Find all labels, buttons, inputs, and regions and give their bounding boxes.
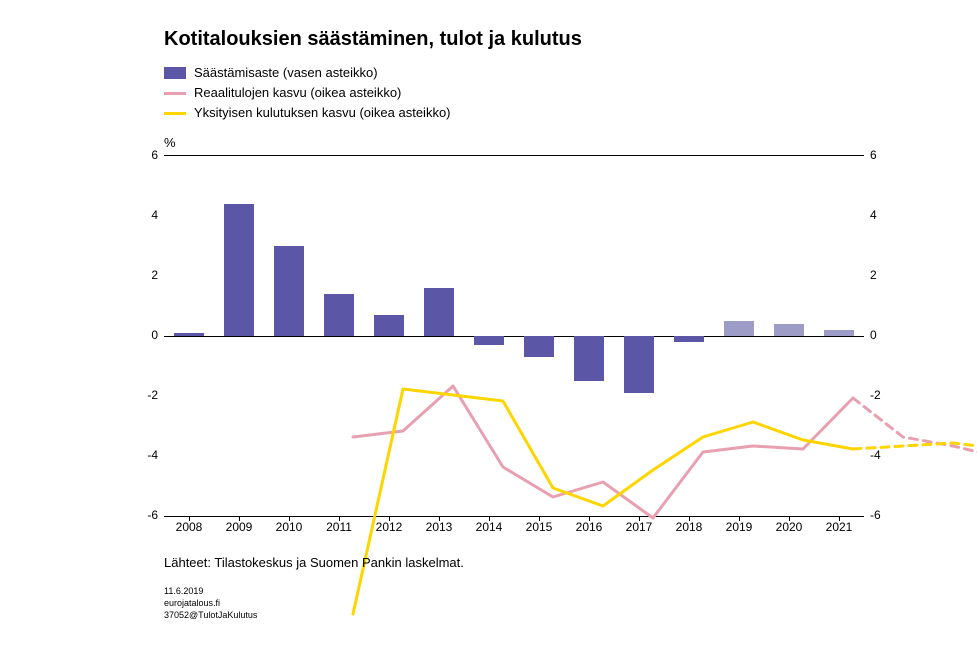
x-tick: 2018: [676, 520, 703, 534]
bar: [224, 204, 254, 336]
legend-item: Yksityisen kulutuksen kasvu (oikea astei…: [164, 103, 451, 123]
y-tick-right: -4: [870, 448, 881, 462]
plot-area: [164, 155, 864, 517]
x-tick: 2008: [176, 520, 203, 534]
x-tick: 2021: [826, 520, 853, 534]
footer-line: eurojatalous.fi: [164, 597, 257, 609]
legend-label: Reaalitulojen kasvu (oikea asteikko): [194, 83, 401, 103]
y-tick-left: 6: [151, 148, 158, 162]
y-tick-left: 0: [151, 328, 158, 342]
y-tick-right: 6: [870, 148, 877, 162]
x-tick: 2020: [776, 520, 803, 534]
bar: [424, 288, 454, 336]
legend-item: Säästämisaste (vasen asteikko): [164, 63, 451, 83]
footer: 11.6.2019eurojatalous.fi37052@TulotJaKul…: [164, 585, 257, 621]
bar: [474, 336, 504, 345]
bar: [674, 336, 704, 342]
chart-container: Kotitalouksien säästäminen, tulot ja kul…: [0, 0, 977, 638]
x-tick: 2010: [276, 520, 303, 534]
bar: [624, 336, 654, 393]
legend: Säästämisaste (vasen asteikko)Reaalitulo…: [164, 63, 451, 123]
zero-line: [164, 336, 864, 337]
legend-swatch: [164, 92, 186, 95]
x-tick: 2009: [226, 520, 253, 534]
y-tick-left: -4: [147, 448, 158, 462]
bar: [274, 246, 304, 336]
x-tick: 2015: [526, 520, 553, 534]
series-line: [353, 386, 853, 518]
x-tick: 2013: [426, 520, 453, 534]
y-tick-left: -2: [147, 388, 158, 402]
y-tick-right: 0: [870, 328, 877, 342]
bar: [824, 330, 854, 336]
bar: [574, 336, 604, 381]
bar: [324, 294, 354, 336]
y-axis-label: %: [164, 135, 176, 150]
footer-line: 37052@TulotJaKulutus: [164, 609, 257, 621]
y-tick-left: 2: [151, 268, 158, 282]
x-tick: 2017: [626, 520, 653, 534]
y-tick-right: -6: [870, 508, 881, 522]
bar: [774, 324, 804, 336]
legend-item: Reaalitulojen kasvu (oikea asteikko): [164, 83, 451, 103]
legend-label: Yksityisen kulutuksen kasvu (oikea astei…: [194, 103, 451, 123]
bar: [524, 336, 554, 357]
chart-title: Kotitalouksien säästäminen, tulot ja kul…: [164, 28, 582, 51]
series-line: [353, 389, 853, 614]
source-label: Lähteet: Tilastokeskus ja Suomen Pankin …: [164, 555, 464, 570]
y-tick-left: 4: [151, 208, 158, 222]
legend-label: Säästämisaste (vasen asteikko): [194, 63, 378, 83]
y-tick-right: 2: [870, 268, 877, 282]
x-tick: 2014: [476, 520, 503, 534]
x-tick: 2016: [576, 520, 603, 534]
x-tick: 2011: [326, 520, 352, 534]
bar: [374, 315, 404, 336]
legend-swatch: [164, 112, 186, 115]
y-tick-right: 4: [870, 208, 877, 222]
y-tick-right: -2: [870, 388, 881, 402]
legend-swatch: [164, 67, 186, 79]
y-tick-left: -6: [147, 508, 158, 522]
bar: [174, 333, 204, 336]
bar: [724, 321, 754, 336]
x-tick: 2012: [376, 520, 403, 534]
x-tick: 2019: [726, 520, 753, 534]
footer-line: 11.6.2019: [164, 585, 257, 597]
